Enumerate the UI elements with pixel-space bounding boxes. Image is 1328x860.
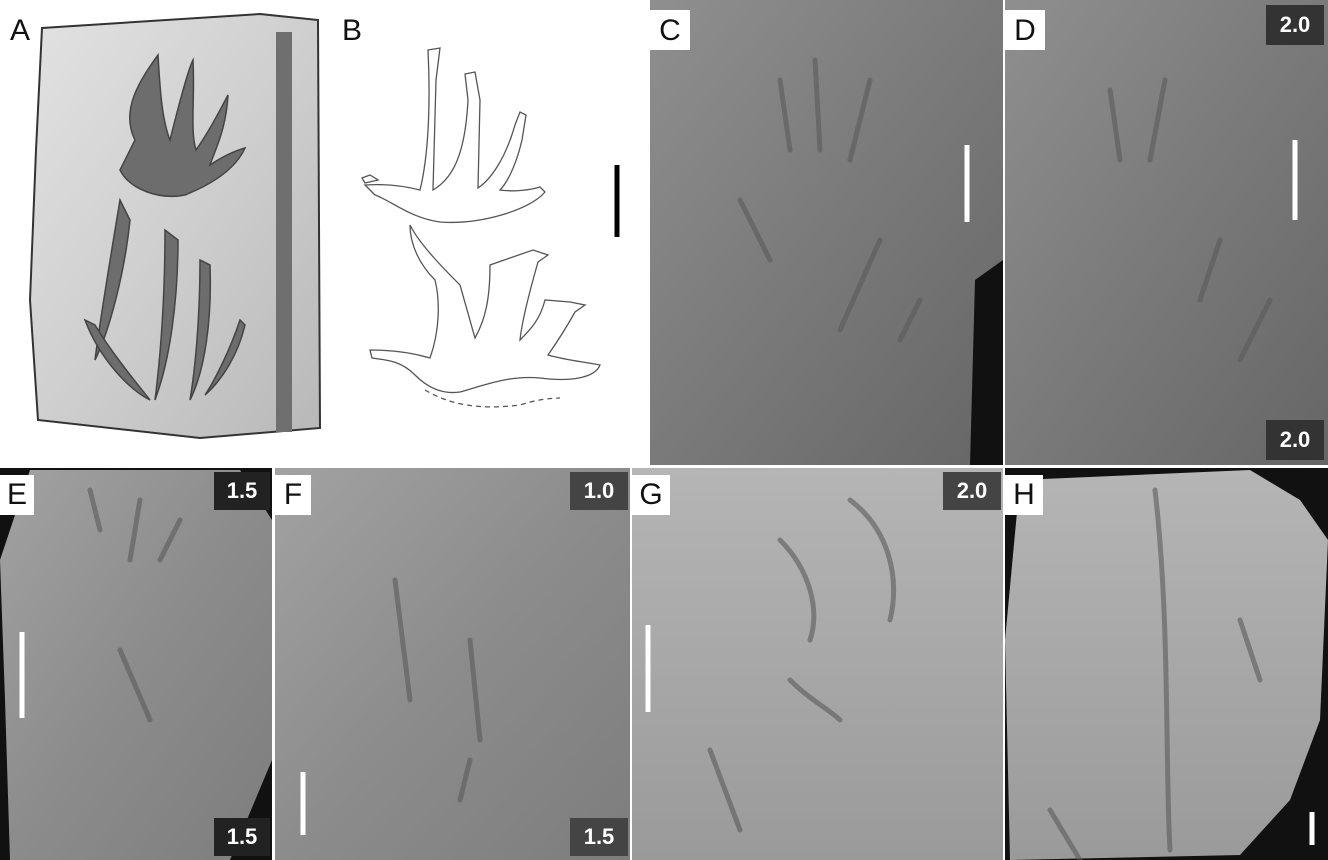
photo-g	[632, 468, 1003, 860]
badge: 2.0	[1280, 12, 1311, 37]
figure: A B C D E F G H 2.0 2.0 1.5 1.5 1.0 1.5 …	[0, 0, 1328, 860]
panel-label: G	[639, 478, 662, 511]
panel-label: F	[284, 478, 302, 511]
photo-c	[650, 0, 1003, 465]
badge: 1.5	[227, 824, 258, 849]
panel-label: A	[10, 14, 30, 47]
badge: 2.0	[957, 478, 988, 503]
panel-b	[362, 48, 617, 407]
panel-label: H	[1013, 478, 1035, 511]
badge: 2.0	[1280, 427, 1311, 452]
panel-label: B	[342, 14, 362, 47]
panel-label: E	[7, 478, 27, 511]
badge: 1.5	[227, 478, 258, 503]
panel-label: C	[659, 14, 681, 47]
panel-label: D	[1014, 14, 1036, 47]
badge: 1.5	[584, 824, 615, 849]
badge: 1.0	[584, 478, 615, 503]
panel-a	[30, 14, 320, 438]
photo-f	[275, 468, 630, 860]
photo-d	[1005, 0, 1328, 465]
